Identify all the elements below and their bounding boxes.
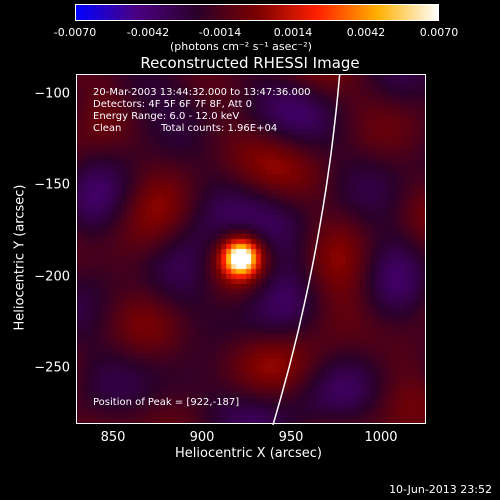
info-energy-range: Energy Range: 6.0 - 12.0 keV <box>93 111 240 122</box>
footer-date: 10-Jun-2013 23:52 <box>389 483 492 496</box>
solar-limb-overlay <box>272 75 341 425</box>
colorbar-tick: 0.0042 <box>346 26 386 39</box>
colorbar-units: (photons cm⁻² s⁻¹ asec⁻²) <box>170 40 312 53</box>
rhessi-image <box>77 75 425 423</box>
peak-position-label: Position of Peak = [922,-187] <box>93 397 240 408</box>
info-detectors: Detectors: 4F 5F 6F 7F 8F, Att 0 <box>93 99 253 110</box>
y-tick-label: −200 <box>34 269 70 285</box>
y-tick-label: −100 <box>34 86 70 102</box>
image-plot-area: 20-Mar-2003 13:44:32.000 to 13:47:36.000… <box>76 74 426 425</box>
x-tick-label: 950 <box>278 430 304 445</box>
y-tick-label: −150 <box>34 177 70 193</box>
x-tick-label: 1000 <box>364 430 398 445</box>
colorbar <box>75 4 439 21</box>
x-tick-label: 900 <box>189 430 215 445</box>
colorbar-tick: 0.0014 <box>273 26 313 39</box>
solar-limb-line <box>272 75 341 425</box>
colorbar-tick: -0.0070 <box>53 26 97 39</box>
colorbar-tick: -0.0042 <box>126 26 170 39</box>
plot-title: Reconstructed RHESSI Image <box>140 54 360 72</box>
x-tick-label: 850 <box>100 430 126 445</box>
y-axis-label: Heliocentric Y (arcsec) <box>12 184 28 331</box>
colorbar-tick: 0.0070 <box>419 26 459 39</box>
x-axis-label: Heliocentric X (arcsec) <box>175 446 322 461</box>
y-tick-label: −250 <box>34 360 70 376</box>
colorbar-tick: -0.0014 <box>198 26 242 39</box>
info-time-range: 20-Mar-2003 13:44:32.000 to 13:47:36.000 <box>93 87 311 98</box>
info-algorithm: Clean <box>93 123 122 134</box>
info-total-counts: Total counts: 1.96E+04 <box>161 123 278 134</box>
